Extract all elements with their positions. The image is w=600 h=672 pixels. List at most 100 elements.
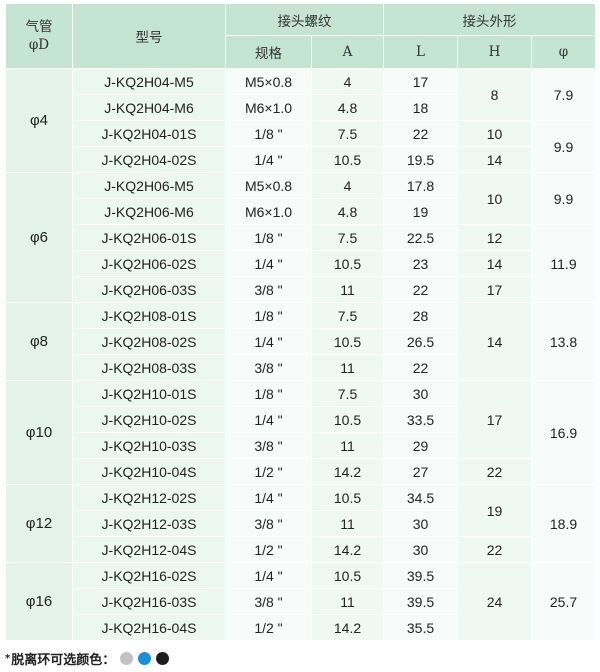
spec-cell: 1/2 " bbox=[225, 536, 312, 563]
model-cell: J-KQ2H10-03S bbox=[72, 432, 226, 459]
col-group-shape: 接头外形 bbox=[382, 3, 597, 36]
a-cell: 10.5 bbox=[311, 328, 384, 355]
spec-cell: 1/4 " bbox=[225, 146, 312, 173]
l-cell: 30 bbox=[383, 510, 458, 537]
l-cell: 23 bbox=[383, 250, 458, 277]
tube-size-cell: φ16 bbox=[5, 562, 73, 641]
a-cell: 14.2 bbox=[311, 614, 384, 641]
a-cell: 11 bbox=[311, 510, 384, 537]
spec-cell: 1/8 " bbox=[225, 302, 312, 329]
model-cell: J-KQ2H10-02S bbox=[72, 406, 226, 433]
tube-size-cell: φ12 bbox=[5, 484, 73, 563]
l-cell: 29 bbox=[383, 432, 458, 459]
model-cell: J-KQ2H12-04S bbox=[72, 536, 226, 563]
table-row: φ12 J-KQ2H12-02S 1/4 " 10.5 34.5 19 18.9 bbox=[5, 484, 597, 563]
l-cell: 22 bbox=[383, 354, 458, 381]
footer-note: * 脱离环可选颜色： bbox=[5, 648, 170, 668]
spec-cell: 1/2 " bbox=[225, 458, 312, 485]
spec-table-wrapper: 气管φD 型号 接头螺纹 接头外形 规格 A L H φ φ4 J-KQ2H04-… bbox=[5, 3, 597, 641]
l-cell: 18 bbox=[383, 94, 458, 121]
l-cell: 34.5 bbox=[383, 484, 458, 511]
a-cell: 7.5 bbox=[311, 224, 384, 251]
spec-cell: 1/4 " bbox=[225, 328, 312, 355]
model-cell: J-KQ2H04-01S bbox=[72, 120, 226, 147]
spec-cell: 1/4 " bbox=[225, 562, 312, 589]
model-cell: J-KQ2H06-02S bbox=[72, 250, 226, 277]
l-cell: 22 bbox=[383, 276, 458, 303]
spec-cell: 1/8 " bbox=[225, 120, 312, 147]
model-cell: J-KQ2H10-01S bbox=[72, 380, 226, 407]
phi-cell: 9.9 bbox=[530, 120, 597, 173]
spec-cell: 3/8 " bbox=[225, 432, 312, 459]
a-cell: 4.8 bbox=[311, 94, 384, 121]
l-cell: 17 bbox=[383, 68, 458, 95]
l-cell: 22.5 bbox=[383, 224, 458, 251]
tube-size-cell: φ8 bbox=[5, 302, 73, 381]
spec-cell: 1/8 " bbox=[225, 380, 312, 407]
h-cell: 17 bbox=[457, 380, 532, 459]
a-cell: 11 bbox=[311, 432, 384, 459]
phi-cell: 9.9 bbox=[530, 172, 597, 225]
h-cell: 19 bbox=[457, 484, 532, 537]
col-header-tube-diameter: 气管φD bbox=[5, 3, 73, 69]
a-cell: 10.5 bbox=[311, 146, 384, 173]
table-row: J-KQ2H08-03S 3/8 " 11 22 bbox=[6, 354, 596, 381]
spec-cell: M6×1.0 bbox=[225, 94, 312, 121]
table-row: J-KQ2H12-04S 1/2 " 14.2 30 22 bbox=[6, 536, 596, 563]
a-cell: 7.5 bbox=[311, 380, 384, 407]
model-cell: J-KQ2H06-M6 bbox=[72, 198, 226, 225]
a-cell: 7.5 bbox=[311, 120, 384, 147]
tube-size-cell: φ10 bbox=[5, 380, 73, 485]
model-cell: J-KQ2H16-04S bbox=[72, 614, 226, 641]
h-cell: 24 bbox=[457, 562, 532, 641]
spec-table-body: φ4 J-KQ2H04-M5 M5×0.8 4 17 8 7.9 J-KQ2H04-M6 M6×… bbox=[5, 68, 597, 641]
tube-size-cell: φ6 bbox=[5, 172, 73, 303]
h-cell: 14 bbox=[457, 146, 532, 173]
a-cell: 10.5 bbox=[311, 406, 384, 433]
model-cell: J-KQ2H16-03S bbox=[72, 588, 226, 615]
l-cell: 30 bbox=[383, 380, 458, 407]
model-cell: J-KQ2H08-01S bbox=[72, 302, 226, 329]
table-row: φ6 J-KQ2H06-M5 M5×0.8 4 17.8 10 9.9 bbox=[5, 172, 597, 303]
spec-cell: M5×0.8 bbox=[225, 172, 312, 199]
table-row: J-KQ2H06-01S 1/8 " 7.5 22.5 12 11.9 bbox=[6, 224, 597, 303]
table-row: J-KQ2H10-04S 1/2 " 14.2 27 22 bbox=[6, 458, 596, 485]
l-cell: 39.5 bbox=[383, 562, 458, 589]
phi-cell: 18.9 bbox=[530, 484, 597, 563]
h-cell: 14 bbox=[457, 250, 532, 277]
l-cell: 28 bbox=[383, 302, 458, 329]
a-cell: 7.5 bbox=[311, 302, 384, 329]
a-cell: 4 bbox=[311, 172, 384, 199]
a-cell: 4 bbox=[311, 68, 384, 95]
h-cell: 22 bbox=[457, 536, 532, 563]
table-row: φ8 J-KQ2H08-01S 1/8 " 7.5 28 14 13.8 bbox=[5, 302, 597, 381]
model-cell: J-KQ2H04-M5 bbox=[72, 68, 226, 95]
spec-cell: 1/8 " bbox=[225, 224, 312, 251]
l-cell: 26.5 bbox=[383, 328, 458, 355]
l-cell: 30 bbox=[383, 536, 458, 563]
spec-cell: M5×0.8 bbox=[225, 68, 312, 95]
color-swatch-gray bbox=[120, 651, 134, 665]
phi-cell: 16.9 bbox=[530, 380, 597, 485]
h-cell: 17 bbox=[457, 276, 532, 303]
table-row: J-KQ2H08-02S 1/4 " 10.5 26.5 bbox=[6, 328, 596, 355]
spec-cell: 1/4 " bbox=[225, 250, 312, 277]
spec-cell: 1/4 " bbox=[225, 484, 312, 511]
a-cell: 10.5 bbox=[311, 484, 384, 511]
l-cell: 17.8 bbox=[383, 172, 458, 199]
l-cell: 27 bbox=[383, 458, 458, 485]
model-cell: J-KQ2H06-03S bbox=[72, 276, 226, 303]
a-cell: 4.8 bbox=[311, 198, 384, 225]
h-cell: 12 bbox=[457, 224, 532, 251]
table-row: J-KQ2H04-01S 1/8 " 7.5 22 10 9.9 bbox=[6, 120, 597, 173]
l-cell: 22 bbox=[383, 120, 458, 147]
l-cell: 39.5 bbox=[383, 588, 458, 615]
col-header-a: A bbox=[311, 35, 384, 69]
col-header-model: 型号 bbox=[72, 3, 226, 69]
h-cell: 10 bbox=[457, 120, 532, 147]
model-cell: J-KQ2H06-M5 bbox=[72, 172, 226, 199]
table-row: φ16 J-KQ2H16-02S 1/4 " 10.5 39.5 24 25.7 bbox=[5, 562, 597, 641]
model-cell: J-KQ2H04-02S bbox=[72, 146, 226, 173]
phi-cell: 25.7 bbox=[530, 562, 597, 641]
col-header-h: H bbox=[457, 35, 532, 69]
